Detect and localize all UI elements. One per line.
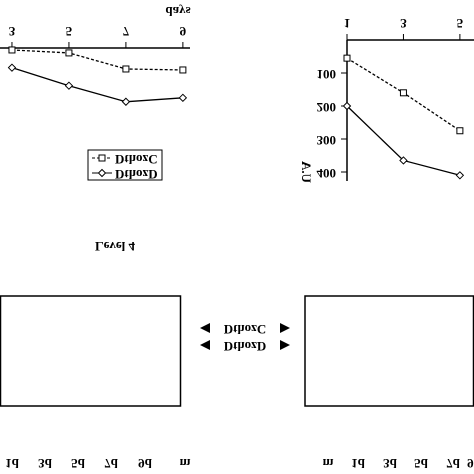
x-tick-label: 1d	[351, 456, 366, 471]
point	[399, 89, 407, 97]
x-tick-label: 3	[9, 24, 16, 39]
x-tick-label: 5d	[71, 456, 86, 471]
point	[342, 101, 352, 111]
series-line	[11, 67, 183, 103]
point	[456, 127, 464, 135]
x-tick-label: 7	[123, 24, 130, 39]
legend-label: DthozD	[224, 339, 267, 354]
legend-marker	[97, 168, 107, 178]
point	[343, 54, 351, 62]
arrow	[200, 323, 210, 333]
y-tick-label: 100	[317, 67, 337, 82]
lower-left-panel	[0, 295, 182, 407]
legend-label: DthozC	[224, 322, 267, 337]
legend-label: DthozD	[115, 167, 158, 182]
arrow	[280, 323, 290, 333]
point	[121, 97, 131, 106]
point	[65, 49, 73, 57]
x-tick-label: 9d	[138, 456, 153, 471]
legend-label: DthozC	[115, 152, 158, 167]
x-axis-label: days	[165, 4, 190, 19]
y-tick-label: 400	[317, 166, 337, 181]
point	[64, 81, 74, 90]
x-tick-label: m	[180, 456, 191, 471]
y-axis-label: U.A	[299, 160, 314, 183]
y-tick-label: 300	[317, 133, 337, 148]
x-tick-label: m	[323, 456, 334, 471]
point	[179, 66, 187, 74]
x-tick-label: 7d	[104, 456, 119, 471]
caption: Level 4	[95, 239, 136, 254]
x-tick-label: 3	[400, 16, 407, 31]
series-line	[11, 49, 183, 71]
x-tick-label: 1d	[5, 456, 20, 471]
x-tick-label: 7d	[446, 456, 461, 471]
point	[455, 171, 465, 180]
x-tick-label: 5	[66, 24, 73, 39]
arrow	[200, 340, 210, 350]
legend-marker	[98, 154, 106, 162]
y-tick-label: 200	[317, 100, 337, 115]
x-tick-label: 5d	[414, 456, 429, 471]
x-tick-label: 3d	[383, 456, 398, 471]
point	[122, 65, 130, 73]
arrow	[280, 340, 290, 350]
x-tick-label: 9	[180, 24, 187, 39]
point	[8, 46, 16, 54]
point	[399, 156, 408, 165]
x-tick-label: 3d	[38, 456, 53, 471]
point	[178, 93, 188, 103]
x-tick-label: 1	[344, 16, 351, 31]
x-tick-label: 9d	[467, 456, 474, 471]
point	[7, 63, 17, 72]
x-tick-label: 5	[457, 16, 464, 31]
